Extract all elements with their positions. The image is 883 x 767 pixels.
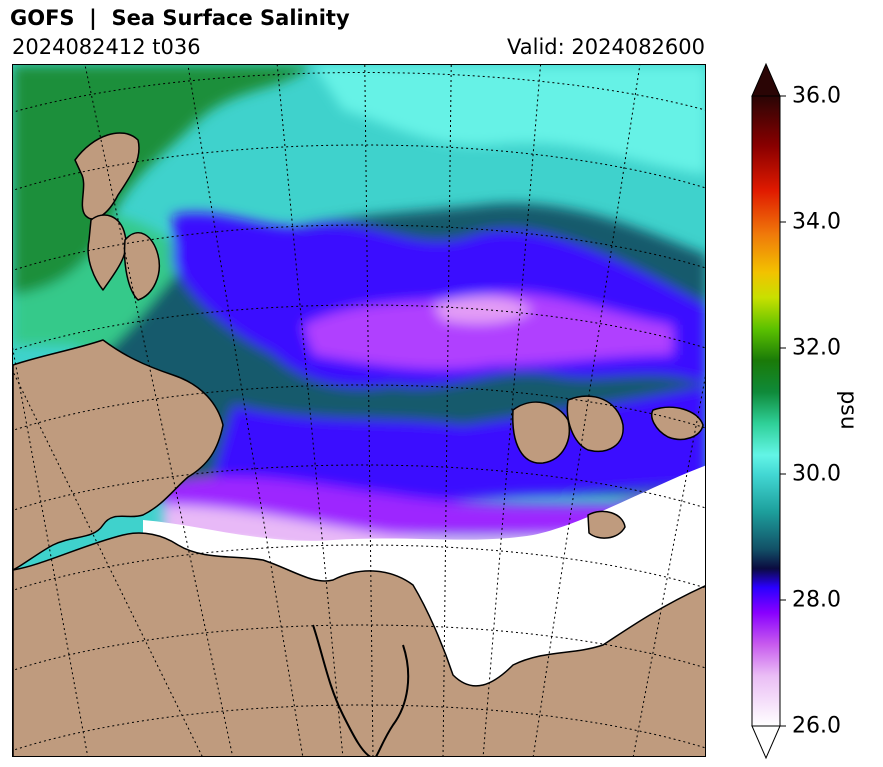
map-title: GOFS | Sea Surface Salinity — [10, 6, 350, 30]
latitude-line — [13, 544, 705, 591]
latitude-line — [13, 704, 705, 751]
land-mainland — [13, 339, 224, 571]
land-island-chain — [87, 214, 127, 291]
graticule — [13, 65, 705, 756]
run-timestamp: 2024082412 t036 — [12, 35, 201, 59]
longitude-line — [532, 65, 641, 756]
colorbar-tick-label: 26.0 — [792, 713, 841, 739]
valid-timestamp: Valid: 2024082600 — [507, 35, 705, 59]
colorbar-extend-min — [751, 725, 781, 760]
salinity-region-green — [13, 65, 313, 295]
colorbar-tick-label: 32.0 — [792, 335, 841, 361]
colorbar-extend-max — [751, 62, 781, 97]
latitude-line — [13, 304, 705, 351]
colorbar-gradient — [751, 62, 786, 760]
latitude-line — [13, 72, 705, 113]
longitude-line — [442, 65, 452, 756]
latitude-line — [13, 384, 705, 431]
latitude-line — [13, 624, 705, 671]
salinity-region-high-cyan — [313, 65, 705, 175]
longitude-line — [276, 65, 344, 756]
land-east-island-3 — [651, 406, 704, 441]
latitude-line — [13, 464, 705, 511]
colorbar-tick-label: 36.0 — [792, 83, 841, 109]
river-ob — [312, 624, 372, 756]
land-small-island — [587, 510, 626, 539]
colorbar: 26.0 28.0 30.0 32.0 34.0 36.0 — [740, 60, 880, 760]
colorbar-tick-label: 28.0 — [792, 587, 841, 613]
salinity-map-canvas — [13, 65, 705, 756]
salinity-region-fresh-upper — [183, 535, 573, 565]
land-yamal-coast — [13, 532, 705, 756]
latitude-line — [13, 224, 705, 271]
land-northern-island — [74, 132, 140, 220]
colorbar-tick-label: 30.0 — [792, 461, 841, 487]
longitude-line — [84, 65, 234, 756]
colorbar-tick-label: 34.0 — [792, 209, 841, 235]
salinity-region-violet — [303, 292, 673, 370]
longitude-line — [364, 65, 374, 756]
colorbar-bar — [751, 95, 781, 727]
land-east-island-1 — [512, 401, 570, 464]
salinity-map — [12, 64, 706, 757]
colorbar-unit: psu — [835, 390, 861, 430]
longitude-line — [13, 370, 203, 756]
longitude-line — [632, 375, 705, 756]
river-yenisei — [375, 644, 410, 756]
land-east-island-2 — [566, 395, 624, 452]
land-southern-island — [123, 232, 160, 301]
latitude-line — [13, 144, 705, 191]
